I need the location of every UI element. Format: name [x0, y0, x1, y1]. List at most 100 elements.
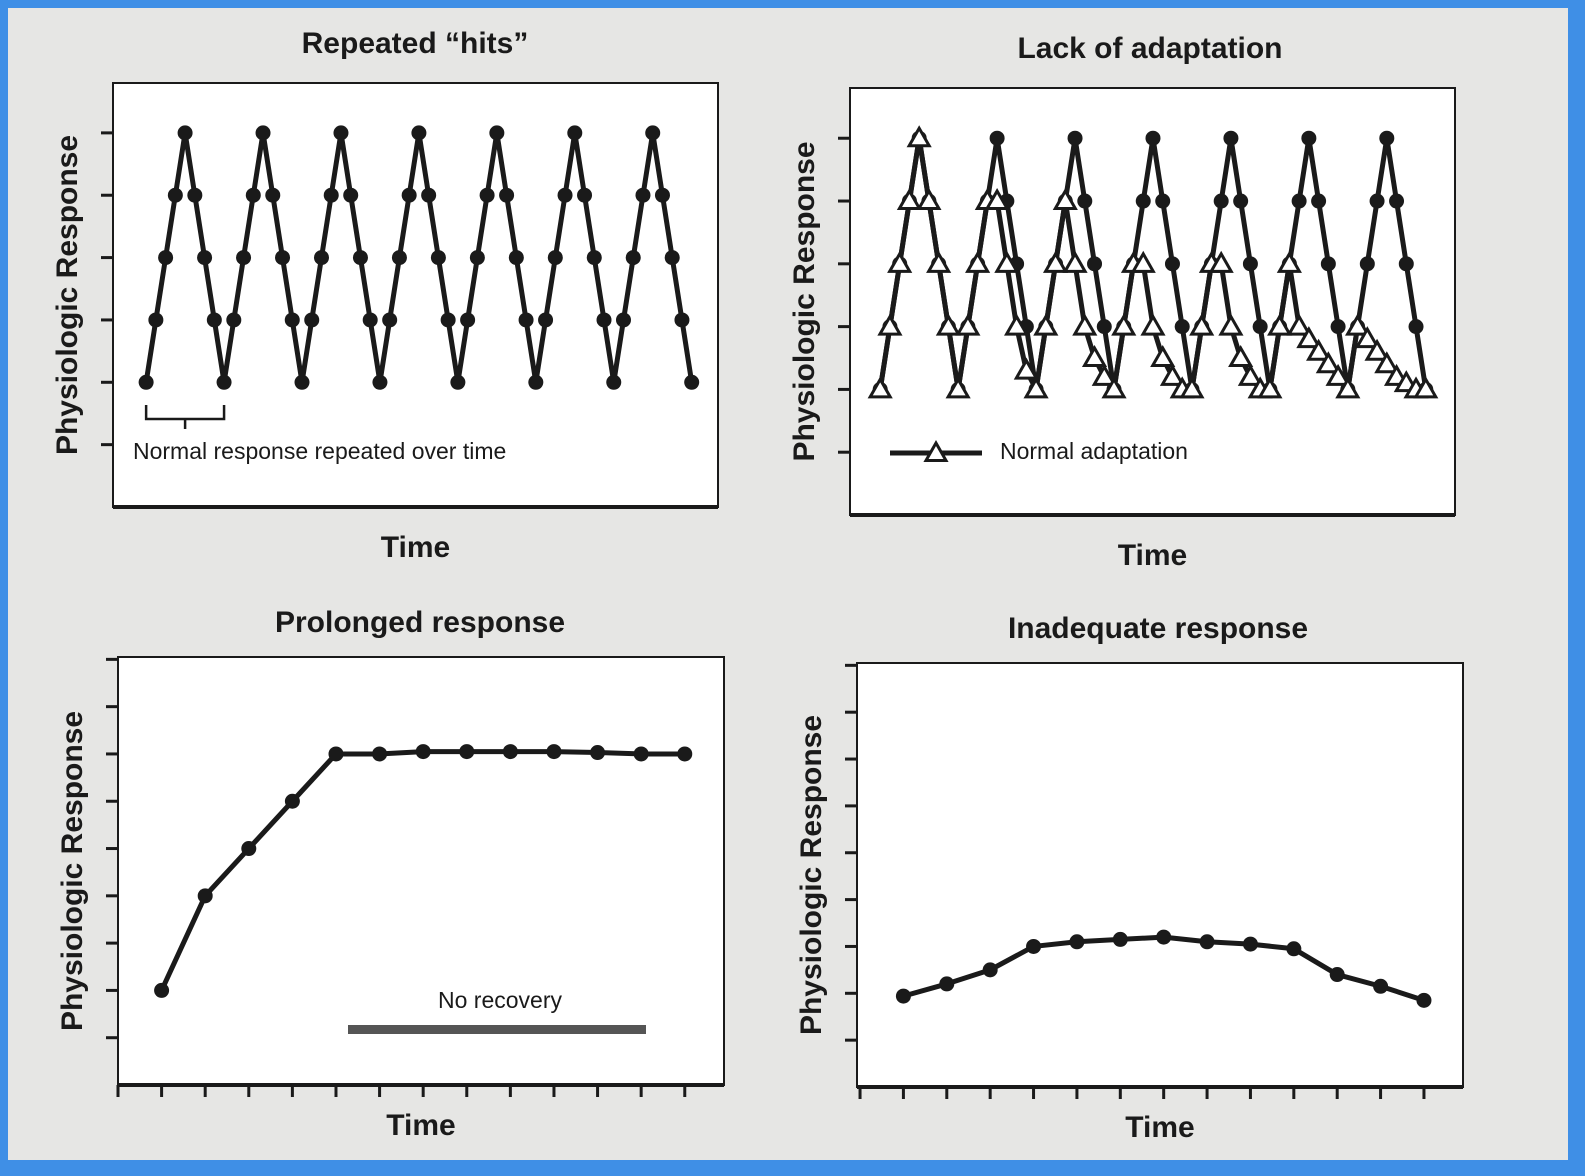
- data-point: [1156, 929, 1172, 945]
- y-axis-label: Physiologic Response: [56, 711, 89, 1031]
- data-point: [499, 187, 515, 203]
- data-point: [645, 125, 661, 141]
- data-point: [1062, 250, 1088, 273]
- data-point: [489, 125, 505, 141]
- data-point: [877, 313, 903, 336]
- data-point: [450, 374, 466, 390]
- data-point: [1276, 250, 1302, 273]
- chart-title: Prolonged response: [275, 606, 565, 639]
- data-point: [926, 250, 952, 273]
- legend-label: Normal adaptation: [1000, 438, 1188, 464]
- data-point: [275, 250, 291, 266]
- data-point: [1218, 313, 1244, 336]
- data-point: [1311, 193, 1327, 209]
- plot-area: [856, 662, 1464, 1088]
- data-point: [1213, 193, 1229, 209]
- data-point: [1145, 130, 1161, 146]
- data-point: [1286, 313, 1312, 336]
- data-point: [547, 250, 563, 266]
- data-point: [1373, 978, 1389, 994]
- data-point: [916, 188, 942, 211]
- data-point: [328, 746, 344, 762]
- data-point: [1052, 188, 1078, 211]
- data-point: [945, 376, 971, 399]
- data-point: [255, 125, 271, 141]
- data-point: [887, 250, 913, 273]
- data-point: [343, 187, 359, 203]
- x-axis-label: Time: [1125, 1111, 1194, 1144]
- data-point: [502, 744, 518, 760]
- data-point: [1111, 313, 1137, 336]
- data-point: [590, 745, 606, 761]
- data-point: [158, 250, 174, 266]
- data-point: [415, 744, 431, 760]
- data-point: [895, 988, 911, 1004]
- data-point: [1199, 934, 1215, 950]
- data-point: [421, 187, 437, 203]
- data-point: [1042, 250, 1069, 273]
- data-point: [1081, 344, 1108, 368]
- data-point: [440, 312, 456, 328]
- data-point: [1267, 313, 1293, 336]
- data-point: [1096, 319, 1112, 335]
- data-point: [1329, 967, 1345, 983]
- data-point: [241, 841, 257, 857]
- x-axis-label: Time: [381, 531, 450, 564]
- data-point: [1077, 193, 1093, 209]
- data-point: [430, 250, 446, 266]
- data-point: [1389, 193, 1405, 209]
- plot-area: [849, 87, 1456, 516]
- data-point: [1301, 130, 1317, 146]
- data-point: [546, 744, 562, 760]
- data-point: [984, 188, 1010, 211]
- data-point: [1026, 938, 1042, 954]
- data-point: [1335, 376, 1361, 399]
- data-point: [352, 250, 368, 266]
- data-point: [1208, 250, 1234, 273]
- data-point: [1364, 338, 1390, 361]
- bracket: [144, 405, 226, 429]
- data-point: [206, 312, 222, 328]
- data-point: [391, 250, 407, 266]
- data-point: [1164, 256, 1180, 272]
- data-point: [1233, 193, 1249, 209]
- data-point: [333, 125, 349, 141]
- data-point: [479, 187, 495, 203]
- data-point: [625, 250, 641, 266]
- chart-title: Lack of adaptation: [1017, 32, 1282, 65]
- data-point: [1189, 313, 1215, 336]
- data-point: [372, 374, 388, 390]
- data-point: [1408, 319, 1424, 335]
- y-axis-label: Physiologic Response: [788, 141, 821, 461]
- data-point: [323, 187, 339, 203]
- data-point: [138, 374, 154, 390]
- data-point: [1155, 193, 1171, 209]
- data-point: [867, 376, 893, 399]
- data-point: [197, 888, 213, 904]
- data-point: [982, 962, 998, 978]
- data-point: [538, 312, 554, 328]
- chart-title: Repeated “hits”: [302, 27, 529, 60]
- data-point: [1159, 363, 1186, 386]
- data-point: [586, 250, 602, 266]
- data-point: [674, 312, 690, 328]
- data-point: [1398, 256, 1414, 272]
- data-point: [460, 312, 476, 328]
- x-axis-label: Time: [1118, 539, 1187, 572]
- data-point: [606, 374, 622, 390]
- data-point: [245, 187, 261, 203]
- legend-marker: [923, 439, 949, 462]
- data-point: [1140, 313, 1166, 336]
- data-point: [459, 744, 475, 760]
- data-point: [265, 187, 281, 203]
- data-point: [236, 250, 252, 266]
- data-point: [615, 312, 631, 328]
- data-point: [633, 746, 649, 762]
- data-point: [313, 250, 329, 266]
- data-point: [1416, 992, 1432, 1008]
- recovery-bar: [348, 1025, 646, 1034]
- data-point: [1004, 313, 1030, 336]
- x-axis-label: Time: [386, 1109, 455, 1142]
- data-point: [635, 187, 651, 203]
- data-point: [989, 130, 1005, 146]
